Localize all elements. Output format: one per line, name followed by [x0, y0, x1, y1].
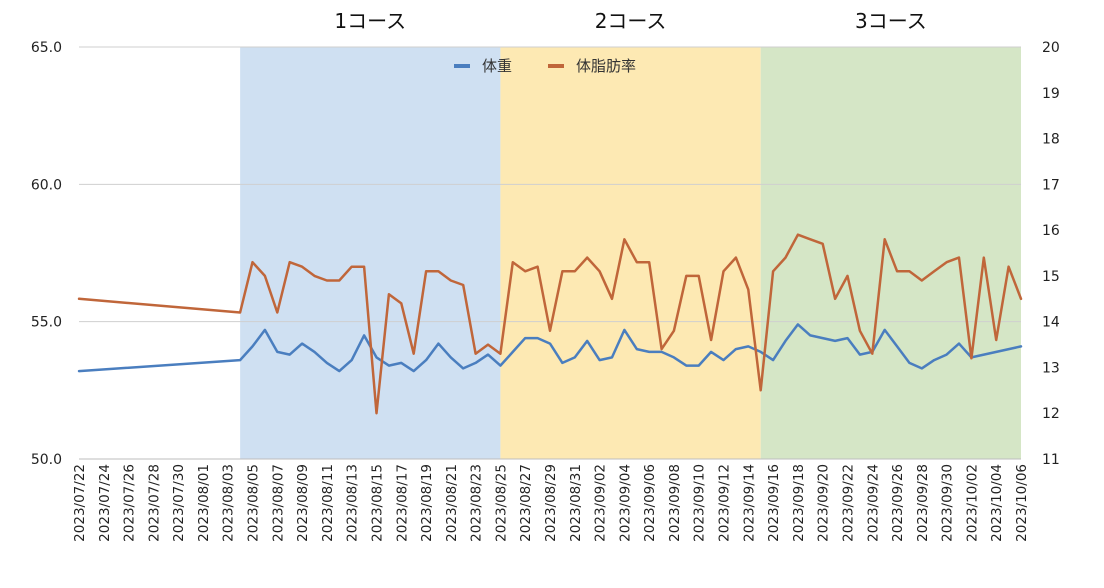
legend: 体重 体脂肪率 [454, 57, 636, 75]
right-tick-label: 16 [1042, 223, 1060, 239]
x-tick-label: 2023/09/10 [692, 464, 708, 542]
gridlines [79, 46, 1021, 460]
right-tick-label: 11 [1042, 452, 1060, 468]
left-y-axis: 50.0 55.0 60.0 65.0 [31, 40, 62, 468]
band-1 [240, 47, 501, 459]
right-y-axis: 11 12 13 14 15 16 17 18 19 20 [1042, 40, 1060, 468]
right-tick-label: 14 [1042, 315, 1060, 331]
x-tick-label: 2023/09/20 [816, 464, 832, 542]
band-label-1: 1コース [334, 9, 406, 33]
x-tick-label: 2023/09/22 [840, 464, 856, 542]
right-tick-label: 17 [1042, 177, 1060, 193]
right-tick-label: 20 [1042, 40, 1060, 56]
band-label-3: 3コース [855, 9, 927, 33]
right-tick-label: 13 [1042, 360, 1060, 376]
right-tick-label: 12 [1042, 406, 1060, 422]
left-tick-label: 55.0 [31, 315, 62, 331]
series-line-1 [77, 323, 1023, 373]
x-tick-label: 2023/09/04 [617, 464, 633, 542]
x-tick-label: 2023/09/26 [890, 464, 906, 542]
band-label-2: 2コース [595, 9, 667, 33]
right-tick-label: 18 [1042, 132, 1060, 148]
x-tick-label: 2023/07/22 [72, 464, 88, 542]
x-tick-label: 2023/08/25 [493, 464, 509, 542]
x-tick-label: 2023/07/26 [122, 464, 138, 542]
x-axis: 2023/07/22 2023/07/24 2023/07/26 2023/07/28… [72, 464, 1030, 542]
legend-label-2: 体脂肪率 [576, 57, 636, 75]
x-tick-label: 2023/09/24 [865, 464, 881, 542]
course-band-labels: 1コース 2コース 3コース [334, 9, 926, 33]
x-tick-label: 2023/08/31 [568, 464, 584, 542]
x-tick-label: 2023/09/28 [915, 464, 931, 542]
x-tick-label: 2023/08/17 [394, 464, 410, 542]
left-tick-label: 65.0 [31, 40, 62, 56]
x-tick-label: 2023/09/30 [940, 464, 956, 542]
x-tick-label: 2023/08/07 [270, 464, 286, 542]
x-tick-label: 2023/08/03 [221, 464, 237, 542]
series-lines [77, 233, 1023, 415]
x-tick-label: 2023/07/24 [97, 464, 113, 542]
x-tick-label: 2023/08/27 [518, 464, 534, 542]
x-tick-label: 2023/10/06 [1014, 464, 1030, 542]
series-line-2 [77, 233, 1023, 415]
x-tick-label: 2023/08/01 [196, 464, 212, 542]
x-tick-label: 2023/08/29 [543, 464, 559, 542]
x-tick-label: 2023/10/04 [989, 464, 1005, 542]
x-tick-label: 2023/08/19 [419, 464, 435, 542]
right-tick-label: 15 [1042, 269, 1060, 285]
x-tick-label: 2023/08/11 [320, 464, 336, 542]
x-tick-label: 2023/10/02 [964, 464, 980, 542]
legend-label-1: 体重 [482, 57, 512, 75]
x-tick-label: 2023/08/21 [444, 464, 460, 542]
x-tick-label: 2023/08/23 [469, 464, 485, 542]
x-tick-label: 2023/09/12 [717, 464, 733, 542]
left-tick-label: 50.0 [31, 452, 62, 468]
x-tick-label: 2023/08/15 [369, 464, 385, 542]
x-tick-label: 2023/09/02 [593, 464, 609, 542]
x-tick-label: 2023/07/28 [146, 464, 162, 542]
x-tick-label: 2023/09/18 [791, 464, 807, 542]
x-tick-label: 2023/09/06 [642, 464, 658, 542]
left-tick-label: 60.0 [31, 177, 62, 193]
x-tick-label: 2023/07/30 [171, 464, 187, 542]
x-tick-label: 2023/08/13 [345, 464, 361, 542]
x-tick-label: 2023/08/09 [295, 464, 311, 542]
x-tick-label: 2023/09/08 [667, 464, 683, 542]
right-tick-label: 19 [1042, 86, 1060, 102]
x-tick-label: 2023/09/14 [741, 464, 757, 542]
x-tick-label: 2023/09/16 [766, 464, 782, 542]
x-tick-label: 2023/08/05 [246, 464, 262, 542]
